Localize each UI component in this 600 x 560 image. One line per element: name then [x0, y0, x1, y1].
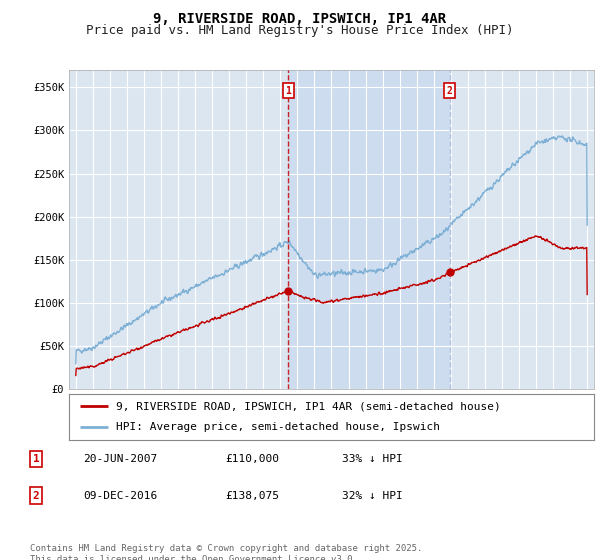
Text: £138,075: £138,075	[225, 491, 279, 501]
Text: 9, RIVERSIDE ROAD, IPSWICH, IP1 4AR (semi-detached house): 9, RIVERSIDE ROAD, IPSWICH, IP1 4AR (sem…	[116, 401, 501, 411]
Text: 32% ↓ HPI: 32% ↓ HPI	[341, 491, 403, 501]
Text: Contains HM Land Registry data © Crown copyright and database right 2025.
This d: Contains HM Land Registry data © Crown c…	[30, 544, 422, 560]
Text: 2: 2	[32, 491, 40, 501]
Text: 09-DEC-2016: 09-DEC-2016	[83, 491, 157, 501]
Text: 1: 1	[32, 454, 40, 464]
Bar	[289, 70, 450, 389]
Text: £110,000: £110,000	[225, 454, 279, 464]
Text: 20-JUN-2007: 20-JUN-2007	[83, 454, 157, 464]
Text: 1: 1	[286, 86, 292, 96]
Text: 9, RIVERSIDE ROAD, IPSWICH, IP1 4AR: 9, RIVERSIDE ROAD, IPSWICH, IP1 4AR	[154, 12, 446, 26]
Text: 2: 2	[447, 86, 453, 96]
Text: HPI: Average price, semi-detached house, Ipswich: HPI: Average price, semi-detached house,…	[116, 422, 440, 432]
Text: Price paid vs. HM Land Registry's House Price Index (HPI): Price paid vs. HM Land Registry's House …	[86, 24, 514, 36]
Text: 33% ↓ HPI: 33% ↓ HPI	[341, 454, 403, 464]
